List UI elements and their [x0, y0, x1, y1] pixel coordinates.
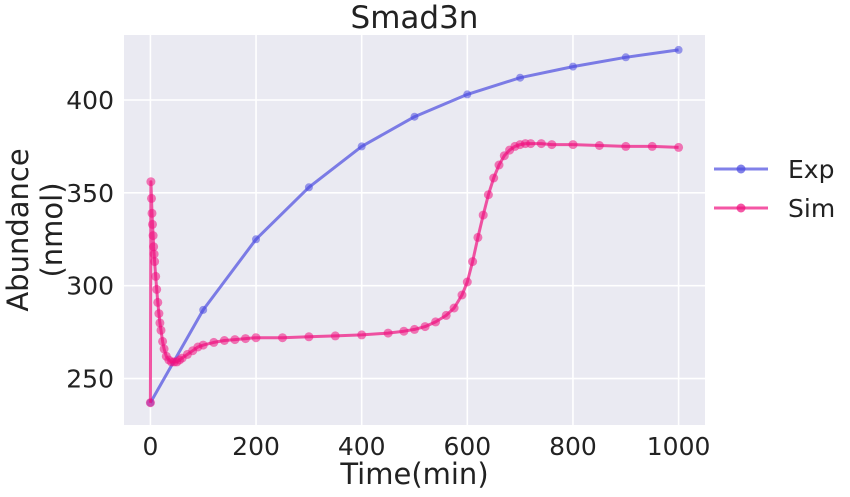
data-point: [473, 232, 483, 242]
data-point: [154, 309, 164, 319]
data-point: [199, 305, 208, 314]
data-point: [547, 140, 557, 150]
data-point: [156, 325, 166, 335]
data-point: [494, 160, 504, 170]
data-point: [147, 193, 156, 203]
data-point: [383, 328, 393, 338]
data-point: [457, 290, 467, 300]
data-point: [147, 208, 157, 218]
data-point: [489, 173, 499, 183]
data-point: [219, 336, 229, 345]
y-axis-label: Abundance (nmol): [1, 148, 69, 311]
data-point: [399, 326, 409, 336]
data-point: [149, 242, 159, 252]
data-point: [594, 141, 604, 150]
data-point: [304, 183, 313, 192]
x-axis-label: Time(min): [339, 457, 488, 491]
x-tick-label: 1000: [647, 432, 711, 461]
data-point: [441, 310, 451, 320]
data-point: [198, 340, 208, 350]
data-point: [410, 112, 419, 121]
series-sim: [145, 139, 684, 408]
data-point: [155, 318, 165, 328]
data-point: [568, 140, 578, 150]
data-point: [150, 257, 160, 267]
data-point: [148, 219, 157, 229]
series-layer: [145, 45, 684, 408]
data-point: [621, 53, 630, 62]
data-point: [462, 277, 472, 287]
data-point: [478, 210, 488, 220]
data-point: [278, 333, 287, 343]
data-point: [158, 336, 168, 346]
data-point: [241, 334, 250, 344]
data-point: [145, 398, 155, 408]
legend-marker: [736, 164, 746, 174]
y-tick-label: 300: [66, 272, 114, 301]
chart-title: Smad3n: [351, 0, 479, 36]
data-point: [516, 73, 525, 82]
y-tick-labels: 250 300 350 400: [66, 86, 114, 394]
data-point: [357, 142, 366, 151]
x-tick-label: 200: [232, 432, 280, 461]
legend-item-exp: Exp: [714, 155, 834, 184]
legend-label: Sim: [788, 194, 835, 223]
x-tick-label: 0: [142, 432, 158, 461]
data-point: [152, 284, 162, 294]
grid-lines: [124, 35, 705, 425]
data-point: [410, 324, 419, 334]
data-point: [468, 257, 478, 267]
y-tick-label: 250: [66, 365, 114, 394]
data-point: [230, 335, 240, 345]
y-tick-label: 350: [66, 179, 114, 208]
legend: Exp Sim: [714, 155, 835, 223]
data-point: [449, 303, 459, 313]
x-tick-labels: 0 200 400 600 800 1000: [142, 432, 710, 461]
data-point: [569, 62, 577, 71]
legend-item-sim: Sim: [714, 194, 835, 223]
data-point: [621, 141, 631, 151]
data-point: [357, 330, 367, 340]
data-point: [252, 235, 260, 244]
y-tick-label: 400: [66, 86, 114, 115]
data-point: [209, 337, 219, 347]
legend-marker: [736, 203, 746, 213]
data-point: [251, 333, 261, 343]
legend-label: Exp: [788, 155, 834, 184]
y-axis-label-line-2: (nmol): [35, 182, 69, 277]
data-point: [149, 249, 159, 259]
y-axis-label-line-1: Abundance: [1, 148, 35, 311]
data-point: [483, 190, 493, 200]
x-tick-label: 800: [549, 432, 597, 461]
data-point: [526, 139, 536, 149]
data-point: [431, 317, 441, 327]
data-point: [674, 142, 684, 152]
x-tick-label: 600: [443, 432, 491, 461]
data-point: [151, 271, 161, 281]
data-point: [159, 344, 169, 354]
data-point: [463, 90, 472, 99]
data-point: [420, 322, 430, 332]
data-point: [330, 331, 340, 341]
data-point: [304, 332, 314, 342]
data-point: [536, 139, 546, 149]
data-point: [647, 141, 657, 151]
plot-background: [124, 35, 705, 425]
data-point: [148, 231, 158, 241]
data-point: [153, 297, 163, 307]
x-tick-label: 400: [338, 432, 386, 461]
data-point: [674, 45, 683, 54]
data-point: [499, 151, 509, 161]
data-point: [146, 177, 156, 187]
